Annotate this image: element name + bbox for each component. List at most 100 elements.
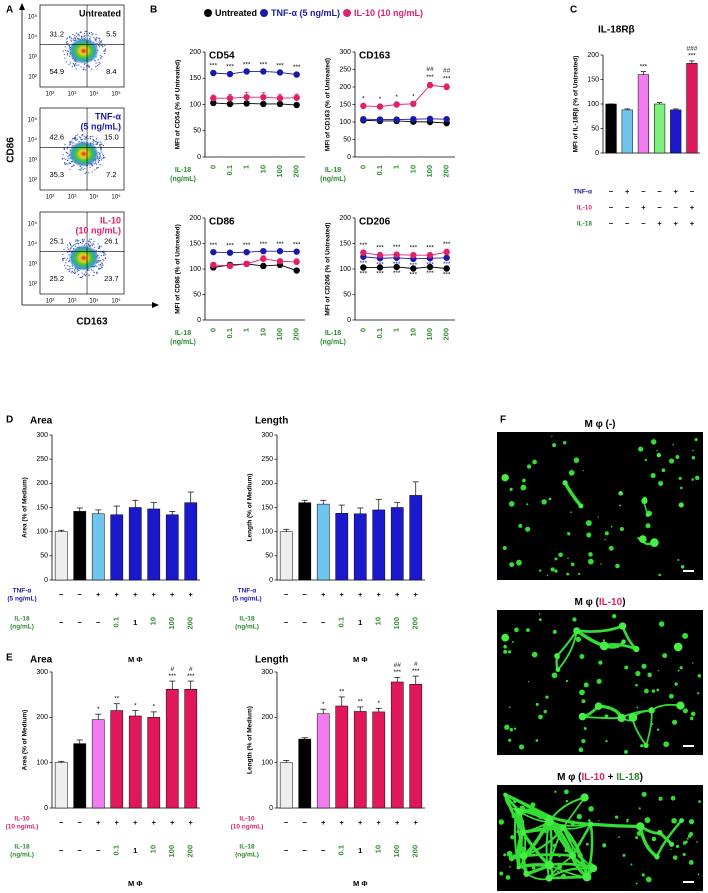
- cell-blob: [678, 476, 682, 480]
- y-axis-label: MFI of CD206 (% of Untreated): [325, 222, 332, 315]
- flow-event: [72, 39, 74, 41]
- bar: [184, 502, 198, 581]
- cell-blob: [557, 870, 559, 873]
- title-part: ): [640, 772, 643, 783]
- condition-value: −: [284, 818, 289, 827]
- condition-value: +: [189, 590, 194, 599]
- cell-body: [678, 502, 684, 508]
- cell-blob: [670, 848, 672, 851]
- flow-event: [75, 242, 77, 245]
- flow-event: [100, 263, 102, 265]
- y-tick-label: 100: [339, 119, 351, 126]
- flow-event: [63, 248, 65, 251]
- bar: [128, 715, 142, 809]
- cell-blob: [570, 562, 575, 567]
- condition-label: IL-18: [577, 221, 593, 228]
- flow-event: [100, 40, 103, 42]
- panel-label: B: [150, 5, 157, 16]
- flow-event: [82, 69, 84, 71]
- cell-blob: [558, 552, 563, 558]
- flow-event: [96, 141, 99, 144]
- bar: [54, 762, 68, 809]
- cell-blob: [697, 674, 702, 678]
- condition-value: −: [625, 219, 630, 228]
- condition-value: −: [321, 846, 326, 855]
- flow-event: [68, 261, 70, 263]
- cell-body: [580, 793, 589, 802]
- data-point: [393, 263, 400, 271]
- flow-event: [69, 247, 72, 249]
- cell-blob: [586, 532, 592, 538]
- flow-event: [88, 274, 90, 276]
- flow-event: [74, 64, 76, 66]
- cell-body: [503, 792, 508, 797]
- significance-stars: ***: [688, 53, 696, 60]
- flow-event: [98, 247, 101, 249]
- cell-blob: [680, 486, 683, 490]
- y-tick-label: 0: [269, 577, 273, 584]
- flow-event: [63, 53, 65, 56]
- x-tick-label: 200: [442, 165, 451, 178]
- condition-value: +: [96, 818, 101, 827]
- bar: [316, 713, 330, 809]
- significance-stars: ***: [360, 242, 368, 249]
- cell-blob: [651, 439, 657, 445]
- flow-event: [66, 247, 68, 249]
- flow-event: [101, 159, 103, 161]
- bar: [128, 507, 142, 581]
- cell-blob: [575, 636, 582, 643]
- significance-hashes: ###: [686, 46, 697, 53]
- flow-event: [67, 159, 69, 162]
- cell-blob: [563, 441, 567, 445]
- cell-blob: [694, 475, 700, 481]
- flow-event: [100, 149, 102, 151]
- flow-event: [92, 274, 94, 277]
- significance-stars: ***: [376, 244, 384, 251]
- cell-blob: [511, 813, 516, 819]
- data-point: [376, 116, 384, 123]
- cell-blob: [663, 741, 670, 748]
- significance-stars: *: [377, 700, 380, 707]
- flow-event: [83, 67, 85, 69]
- quadrant-value: 26.1: [104, 237, 119, 246]
- condition-label: (ng/mL): [10, 852, 34, 859]
- y-tick-label: 50: [343, 291, 351, 298]
- cell-blob: [626, 818, 629, 822]
- cell-blob: [697, 692, 700, 695]
- flow-event: [84, 34, 86, 37]
- cell-blob: [509, 487, 513, 492]
- flow-x-tick-label: 10⁴: [89, 298, 99, 305]
- condition-value: −: [284, 618, 289, 627]
- cell-blob: [572, 617, 577, 622]
- condition-value: +: [115, 818, 120, 827]
- cell-blob: [544, 830, 547, 834]
- flow-event: [100, 157, 102, 159]
- cell-blob: [520, 846, 527, 853]
- y-tick-label: 0: [347, 317, 351, 324]
- bar: [165, 514, 179, 581]
- condition-value: −: [59, 846, 64, 855]
- flow-event: [67, 268, 69, 270]
- cell-blob: [573, 457, 580, 463]
- flow-event: [90, 135, 92, 138]
- condition-value: +: [321, 590, 326, 599]
- y-tick-label: 0: [269, 805, 273, 812]
- flow-y-tick-label: 10⁵: [28, 117, 38, 124]
- chart-title: Length: [255, 416, 288, 427]
- panel-label: E: [6, 653, 13, 664]
- bar: [686, 63, 698, 154]
- cell-body: [582, 872, 592, 882]
- cell-blob: [570, 511, 572, 513]
- condition-value: 10: [149, 845, 158, 853]
- x-tick-label: 100: [275, 165, 284, 178]
- flow-event: [89, 36, 91, 38]
- title-part: +: [605, 772, 616, 783]
- title-part: M φ (: [557, 772, 582, 783]
- y-axis-label: Area (% of Medium): [22, 477, 29, 538]
- flow-event: [99, 246, 101, 248]
- cell-blob: [557, 864, 562, 870]
- cell-blob: [498, 819, 505, 825]
- flow-event: [80, 276, 83, 279]
- flow-event: [94, 39, 96, 41]
- significance-stars: *: [97, 706, 100, 713]
